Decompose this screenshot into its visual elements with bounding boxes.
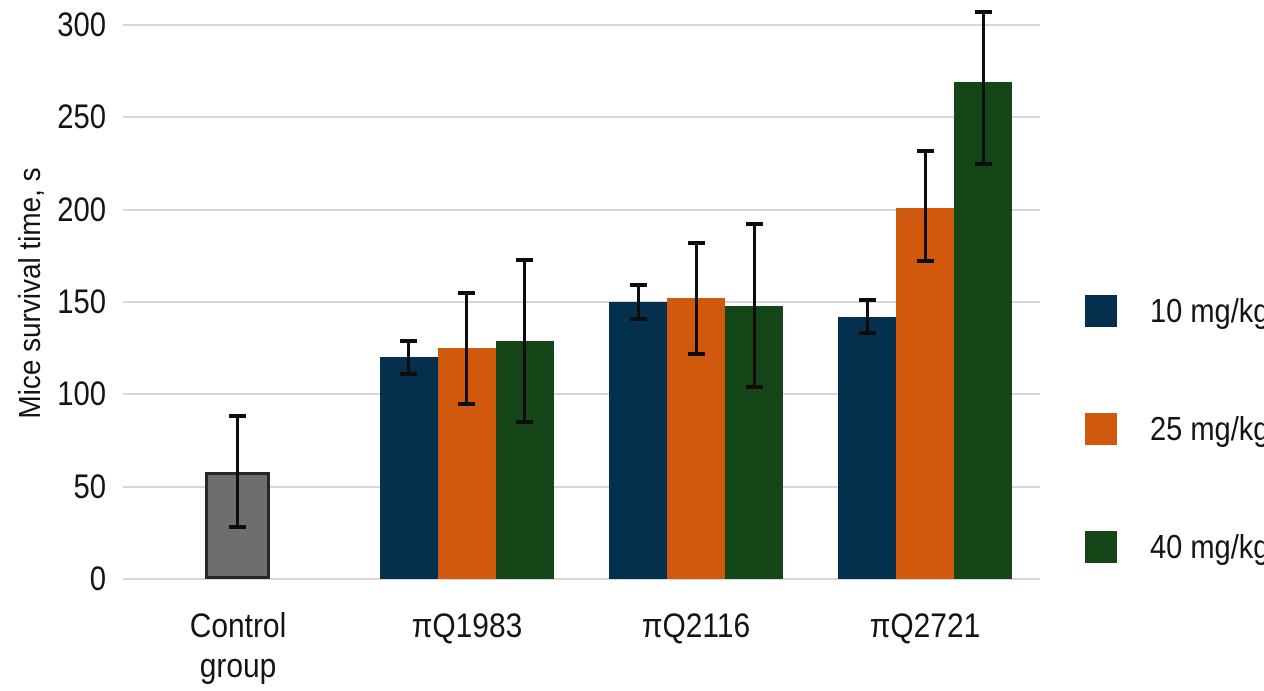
error-bar-cap [858,298,876,303]
error-bar-cap [974,10,992,15]
error-bar-cap [687,351,705,356]
error-bar-cap [229,414,247,419]
x-category-label-control-group: Control group [189,607,286,685]
gridline [123,208,1040,211]
x-category-label-q2116: πQ2116 [641,607,751,645]
error-bar-cap [400,372,418,377]
y-tick-label: 50 [73,467,106,506]
legend-swatch-25-mg-kg [1085,413,1117,445]
error-bar-stem [236,416,240,528]
error-bar-cap [687,240,705,245]
error-bar-stem [407,340,411,374]
bar-10-mg-kg-q2721 [838,316,897,579]
error-bar-cap [458,290,476,295]
error-bar-cap [458,401,476,406]
error-bar-cap [916,148,934,153]
legend-label: 40 mg/kg [1150,528,1264,565]
error-bar-cap [229,525,247,530]
error-bar-cap [400,338,418,343]
error-bar-stem [752,224,756,387]
error-bar-stem [523,259,527,423]
bar-10-mg-kg-q1983 [379,357,438,579]
gridline [123,24,1040,26]
error-bar-cap [745,222,763,227]
y-tick-label: 200 [57,190,106,229]
legend-label: 10 mg/kg [1150,292,1264,329]
error-bar-cap [974,161,992,166]
error-bar-cap [516,257,534,262]
gridline [123,116,1040,119]
y-tick-label: 250 [57,98,106,137]
gridline [123,301,1040,303]
legend-item-10-mg-kg: 10 mg/kg [1085,292,1264,329]
y-tick-label: 150 [57,283,106,321]
y-tick-label: 0 [89,560,106,598]
gridline [123,393,1040,396]
y-tick-label: 300 [57,6,106,44]
error-bar-stem [694,242,698,354]
error-bar-cap [629,283,647,288]
legend-item-40-mg-kg: 40 mg/kg [1085,528,1264,565]
legend-swatch-40-mg-kg [1085,531,1117,563]
error-bar-cap [516,420,534,425]
error-bar-stem [636,285,640,319]
error-bar-cap [745,384,763,389]
y-tick-label: 100 [57,375,106,414]
bar-25-mg-kg-q2721 [896,207,955,579]
x-category-label-q1983: πQ1983 [411,607,523,645]
error-bar-stem [465,292,469,404]
legend-label: 25 mg/kg [1150,410,1264,447]
error-bar-stem [865,300,869,334]
error-bar-cap [629,316,647,321]
error-bar-stem [923,150,927,262]
bar-10-mg-kg-q2116 [609,302,668,579]
gridline [123,578,1040,580]
gridline [123,485,1040,488]
error-bar-cap [916,259,934,264]
legend-swatch-10-mg-kg [1085,295,1117,327]
legend-item-25-mg-kg: 25 mg/kg [1085,410,1264,447]
error-bar-cap [858,331,876,336]
error-bar-stem [981,12,985,164]
x-category-label-q2721: πQ2721 [870,607,981,645]
